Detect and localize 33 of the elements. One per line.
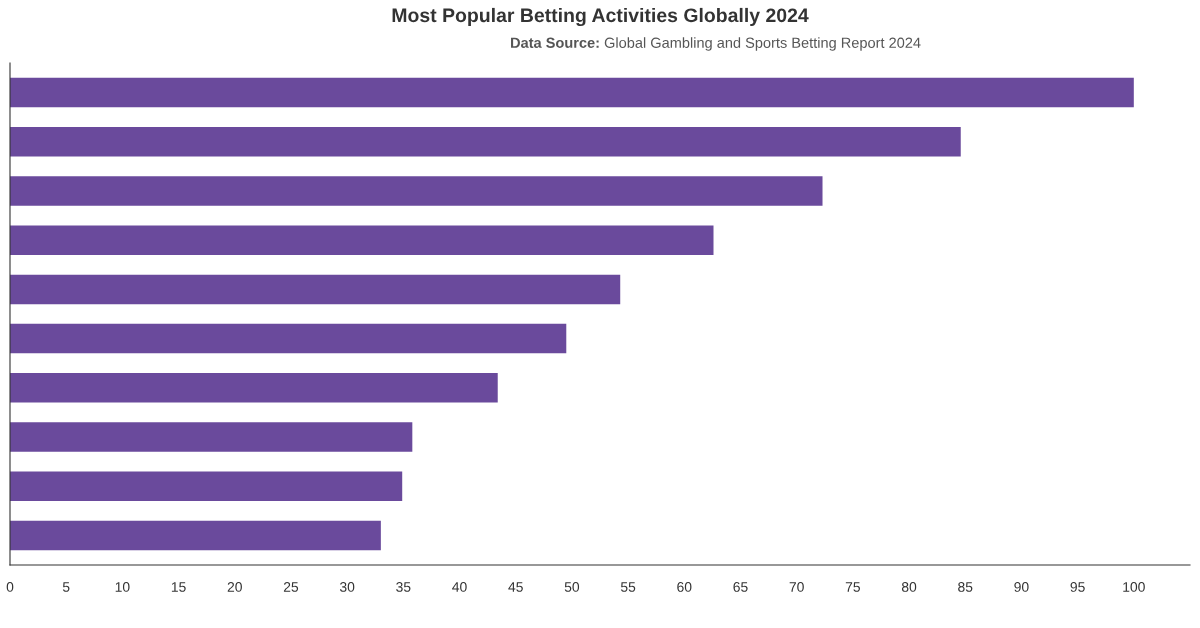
x-tick-label: 15	[171, 582, 186, 592]
x-tick-label: 100	[1123, 582, 1145, 592]
x-tick-label: 20	[227, 582, 242, 592]
x-tick-label: 95	[1070, 582, 1085, 592]
x-tick-label: 45	[508, 582, 523, 592]
x-tick-label: 65	[733, 582, 748, 592]
x-tick-label: 90	[1014, 582, 1029, 592]
x-tick-label: 0	[6, 582, 14, 592]
x-tick-label: 35	[396, 582, 411, 592]
bar	[10, 126, 961, 157]
bar	[10, 225, 714, 255]
x-tick-label: 75	[845, 582, 860, 592]
bar	[10, 274, 621, 305]
chart-title: Most Popular Betting Activities Globally 2024	[392, 7, 809, 27]
x-tick-label: 50	[564, 582, 580, 592]
x-tick-label: 55	[620, 582, 636, 592]
x-tick-label: 5	[62, 582, 70, 592]
bar	[10, 77, 1134, 108]
chart-subtitle: Data Source: Global Gambling and Sports Betting Report 2024	[511, 37, 921, 51]
bar	[10, 520, 381, 551]
x-tick-label: 10	[115, 582, 130, 592]
bar	[10, 373, 498, 403]
x-tick-label: 85	[958, 582, 973, 592]
x-tick-label: 70	[789, 582, 804, 592]
bar	[10, 323, 567, 354]
bar	[10, 422, 413, 452]
x-tick-label: 60	[677, 582, 692, 592]
x-tick-label: 80	[901, 582, 917, 592]
x-tick-label: 25	[283, 582, 299, 592]
x-tick-label: 40	[452, 582, 467, 592]
bar	[10, 471, 403, 502]
bar	[10, 176, 823, 206]
x-tick-label: 30	[339, 582, 355, 592]
